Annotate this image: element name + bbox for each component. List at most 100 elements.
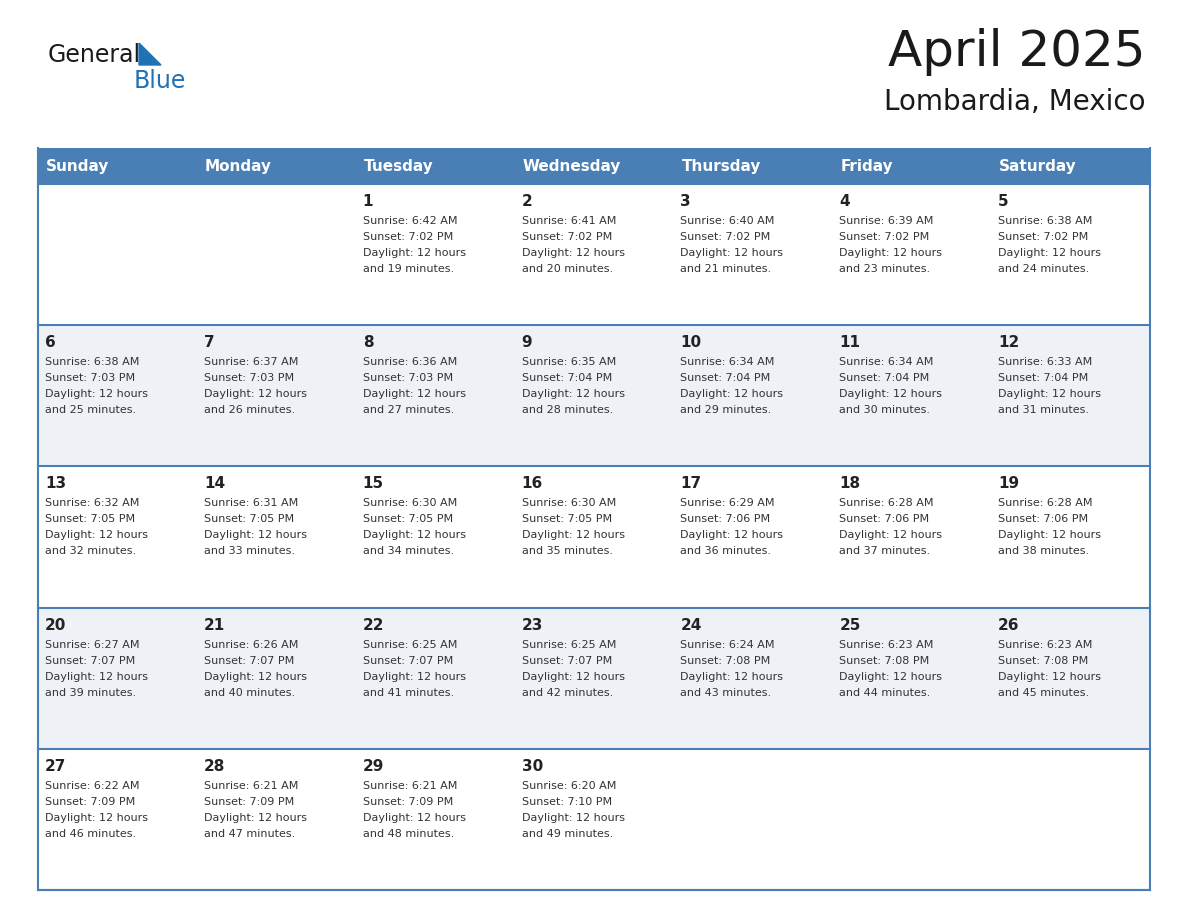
Text: Sunset: 7:02 PM: Sunset: 7:02 PM — [681, 232, 771, 242]
Text: Sunrise: 6:22 AM: Sunrise: 6:22 AM — [45, 781, 139, 790]
Text: Sunset: 7:04 PM: Sunset: 7:04 PM — [839, 374, 929, 383]
Bar — [38, 148, 197, 184]
Text: 25: 25 — [839, 618, 860, 633]
Text: 29: 29 — [362, 759, 384, 774]
Text: 12: 12 — [998, 335, 1019, 350]
Bar — [514, 148, 674, 184]
Text: Sunrise: 6:37 AM: Sunrise: 6:37 AM — [204, 357, 298, 367]
Text: 18: 18 — [839, 476, 860, 491]
Text: and 33 minutes.: and 33 minutes. — [204, 546, 295, 556]
Text: Sunset: 7:07 PM: Sunset: 7:07 PM — [522, 655, 612, 666]
Text: 10: 10 — [681, 335, 702, 350]
Text: April 2025: April 2025 — [889, 28, 1146, 76]
Text: and 29 minutes.: and 29 minutes. — [681, 405, 772, 415]
Text: Sunset: 7:03 PM: Sunset: 7:03 PM — [204, 374, 293, 383]
Text: Thursday: Thursday — [682, 159, 760, 174]
Text: Daylight: 12 hours: Daylight: 12 hours — [839, 672, 942, 681]
Text: and 30 minutes.: and 30 minutes. — [839, 405, 930, 415]
Text: 13: 13 — [45, 476, 67, 491]
Text: Daylight: 12 hours: Daylight: 12 hours — [362, 672, 466, 681]
Text: 6: 6 — [45, 335, 56, 350]
Text: Sunset: 7:07 PM: Sunset: 7:07 PM — [362, 655, 453, 666]
Text: 14: 14 — [204, 476, 225, 491]
Text: Sunset: 7:08 PM: Sunset: 7:08 PM — [998, 655, 1088, 666]
Text: Sunrise: 6:36 AM: Sunrise: 6:36 AM — [362, 357, 457, 367]
Text: 28: 28 — [204, 759, 226, 774]
Text: Daylight: 12 hours: Daylight: 12 hours — [998, 531, 1101, 541]
Text: Sunset: 7:07 PM: Sunset: 7:07 PM — [204, 655, 295, 666]
Text: Sunrise: 6:25 AM: Sunrise: 6:25 AM — [522, 640, 615, 650]
Text: Saturday: Saturday — [999, 159, 1076, 174]
Text: Daylight: 12 hours: Daylight: 12 hours — [362, 812, 466, 823]
Text: and 41 minutes.: and 41 minutes. — [362, 688, 454, 698]
Text: Sunrise: 6:30 AM: Sunrise: 6:30 AM — [362, 498, 457, 509]
Text: Sunrise: 6:41 AM: Sunrise: 6:41 AM — [522, 216, 615, 226]
Text: Daylight: 12 hours: Daylight: 12 hours — [204, 531, 307, 541]
Text: Sunrise: 6:42 AM: Sunrise: 6:42 AM — [362, 216, 457, 226]
Text: Daylight: 12 hours: Daylight: 12 hours — [362, 531, 466, 541]
Text: Tuesday: Tuesday — [364, 159, 434, 174]
Text: and 26 minutes.: and 26 minutes. — [204, 405, 295, 415]
Polygon shape — [139, 43, 162, 65]
Text: Daylight: 12 hours: Daylight: 12 hours — [839, 389, 942, 399]
Text: Sunset: 7:02 PM: Sunset: 7:02 PM — [522, 232, 612, 242]
Text: and 20 minutes.: and 20 minutes. — [522, 264, 613, 274]
Text: Sunset: 7:07 PM: Sunset: 7:07 PM — [45, 655, 135, 666]
Text: Sunset: 7:03 PM: Sunset: 7:03 PM — [45, 374, 135, 383]
Text: Sunrise: 6:24 AM: Sunrise: 6:24 AM — [681, 640, 775, 650]
Text: and 37 minutes.: and 37 minutes. — [839, 546, 930, 556]
Bar — [38, 608, 1150, 749]
Text: 9: 9 — [522, 335, 532, 350]
Bar — [355, 148, 514, 184]
Text: Sunrise: 6:27 AM: Sunrise: 6:27 AM — [45, 640, 139, 650]
Text: Sunrise: 6:21 AM: Sunrise: 6:21 AM — [362, 781, 457, 790]
Text: 19: 19 — [998, 476, 1019, 491]
Text: Sunrise: 6:33 AM: Sunrise: 6:33 AM — [998, 357, 1093, 367]
Text: Sunset: 7:10 PM: Sunset: 7:10 PM — [522, 797, 612, 807]
Text: and 49 minutes.: and 49 minutes. — [522, 829, 613, 839]
Text: Sunrise: 6:29 AM: Sunrise: 6:29 AM — [681, 498, 775, 509]
Bar — [833, 148, 991, 184]
Text: 16: 16 — [522, 476, 543, 491]
Bar — [991, 148, 1150, 184]
Text: Daylight: 12 hours: Daylight: 12 hours — [204, 389, 307, 399]
Text: and 36 minutes.: and 36 minutes. — [681, 546, 771, 556]
Text: Daylight: 12 hours: Daylight: 12 hours — [362, 389, 466, 399]
Text: Daylight: 12 hours: Daylight: 12 hours — [45, 812, 148, 823]
Text: Daylight: 12 hours: Daylight: 12 hours — [204, 812, 307, 823]
Text: Daylight: 12 hours: Daylight: 12 hours — [45, 531, 148, 541]
Text: and 35 minutes.: and 35 minutes. — [522, 546, 613, 556]
Text: Sunrise: 6:40 AM: Sunrise: 6:40 AM — [681, 216, 775, 226]
Text: and 38 minutes.: and 38 minutes. — [998, 546, 1089, 556]
Text: Sunset: 7:09 PM: Sunset: 7:09 PM — [45, 797, 135, 807]
Text: and 43 minutes.: and 43 minutes. — [681, 688, 771, 698]
Bar — [674, 148, 833, 184]
Text: 3: 3 — [681, 194, 691, 209]
Text: Sunset: 7:02 PM: Sunset: 7:02 PM — [839, 232, 929, 242]
Text: and 19 minutes.: and 19 minutes. — [362, 264, 454, 274]
Text: Sunset: 7:05 PM: Sunset: 7:05 PM — [45, 514, 135, 524]
Text: Daylight: 12 hours: Daylight: 12 hours — [45, 389, 148, 399]
Text: Sunrise: 6:35 AM: Sunrise: 6:35 AM — [522, 357, 615, 367]
Text: Sunrise: 6:25 AM: Sunrise: 6:25 AM — [362, 640, 457, 650]
Text: and 34 minutes.: and 34 minutes. — [362, 546, 454, 556]
Text: and 40 minutes.: and 40 minutes. — [204, 688, 295, 698]
Bar — [197, 148, 355, 184]
Text: Sunrise: 6:38 AM: Sunrise: 6:38 AM — [45, 357, 139, 367]
Text: General: General — [48, 43, 141, 67]
Text: Friday: Friday — [840, 159, 893, 174]
Text: Sunset: 7:08 PM: Sunset: 7:08 PM — [839, 655, 929, 666]
Text: 20: 20 — [45, 618, 67, 633]
Text: 8: 8 — [362, 335, 373, 350]
Text: Daylight: 12 hours: Daylight: 12 hours — [681, 672, 783, 681]
Text: Sunrise: 6:21 AM: Sunrise: 6:21 AM — [204, 781, 298, 790]
Text: Sunset: 7:08 PM: Sunset: 7:08 PM — [681, 655, 771, 666]
Text: Sunrise: 6:28 AM: Sunrise: 6:28 AM — [839, 498, 934, 509]
Text: 21: 21 — [204, 618, 225, 633]
Text: and 23 minutes.: and 23 minutes. — [839, 264, 930, 274]
Text: and 28 minutes.: and 28 minutes. — [522, 405, 613, 415]
Text: and 39 minutes.: and 39 minutes. — [45, 688, 137, 698]
Text: Daylight: 12 hours: Daylight: 12 hours — [839, 248, 942, 258]
Text: and 27 minutes.: and 27 minutes. — [362, 405, 454, 415]
Text: Sunset: 7:06 PM: Sunset: 7:06 PM — [681, 514, 771, 524]
